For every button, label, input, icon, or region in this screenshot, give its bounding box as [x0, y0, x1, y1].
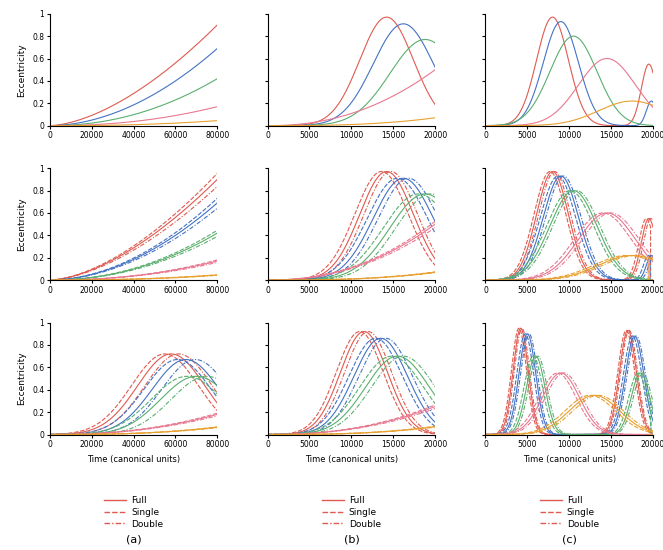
- Legend: Full, Single, Double: Full, Single, Double: [318, 493, 385, 532]
- X-axis label: Time (canonical units): Time (canonical units): [305, 455, 398, 464]
- Legend: Full, Single, Double: Full, Single, Double: [100, 493, 166, 532]
- Text: (b): (b): [343, 535, 359, 544]
- X-axis label: Time (canonical units): Time (canonical units): [87, 455, 180, 464]
- Text: (c): (c): [562, 535, 577, 544]
- Text: (a): (a): [126, 535, 141, 544]
- Y-axis label: Eccentricity: Eccentricity: [17, 43, 27, 96]
- X-axis label: Time (canonical units): Time (canonical units): [522, 455, 616, 464]
- Legend: Full, Single, Double: Full, Single, Double: [536, 493, 603, 532]
- Y-axis label: Eccentricity: Eccentricity: [17, 197, 27, 251]
- Y-axis label: Eccentricity: Eccentricity: [17, 352, 27, 405]
